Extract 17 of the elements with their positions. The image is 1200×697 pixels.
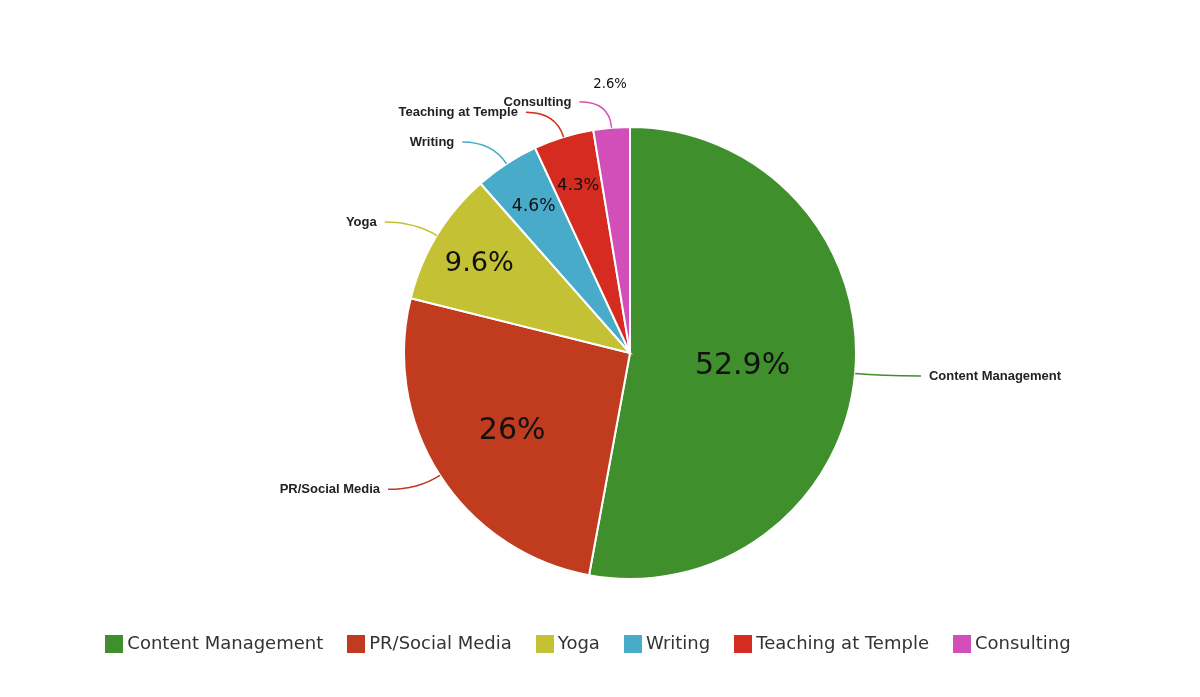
legend-label: Consulting [974, 632, 1071, 653]
data-label: 2.6% [593, 75, 627, 91]
slice-label: Content Management [928, 367, 1062, 383]
legend-label: Content Management [127, 632, 324, 653]
legend-label: Writing [645, 632, 711, 653]
legend-label: Yoga [557, 632, 600, 653]
data-label: 9.6% [444, 245, 514, 277]
data-label: 4.6% [511, 195, 556, 216]
slice-label: Yoga [345, 214, 378, 230]
data-label: 4.3% [557, 175, 600, 195]
legend-label: Teaching at Temple [756, 632, 929, 653]
slice-label: Consulting [503, 93, 572, 109]
data-label: 26% [478, 411, 546, 447]
slice-label: Writing [409, 133, 455, 149]
data-label: 52.9% [694, 345, 791, 381]
legend-label: PR/Social Media [369, 632, 512, 653]
slice-label: PR/Social Media [279, 481, 381, 497]
